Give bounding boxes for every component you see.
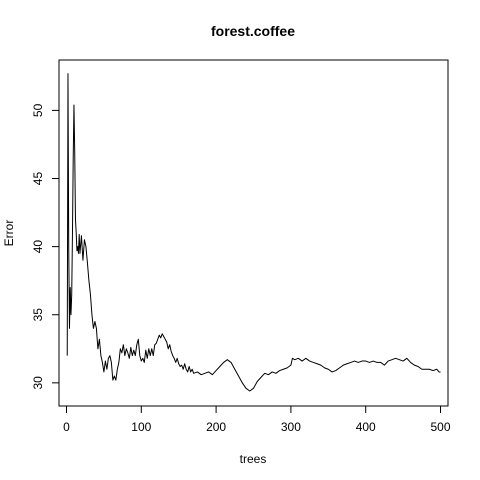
plot-frame bbox=[58, 59, 449, 407]
y-tick-label: 40 bbox=[31, 240, 45, 254]
x-tick-label: 300 bbox=[281, 420, 301, 434]
y-axis: 30 35 40 45 50 bbox=[31, 103, 59, 390]
x-tick-label: 400 bbox=[356, 420, 376, 434]
x-tick-label: 500 bbox=[431, 420, 451, 434]
y-axis-label: Error bbox=[2, 220, 16, 247]
series-line bbox=[66, 73, 441, 392]
x-axis: 0 100 200 300 400 500 bbox=[63, 406, 451, 434]
y-tick-label: 45 bbox=[31, 172, 45, 186]
y-tick-label: 35 bbox=[31, 308, 45, 322]
x-tick-label: 0 bbox=[63, 420, 70, 434]
y-tick-label: 50 bbox=[31, 103, 45, 117]
x-tick-label: 200 bbox=[206, 420, 226, 434]
y-tick-label: 30 bbox=[31, 376, 45, 390]
chart-title: forest.coffee bbox=[211, 23, 295, 39]
x-tick-label: 100 bbox=[131, 420, 151, 434]
x-axis-label: trees bbox=[240, 452, 267, 466]
